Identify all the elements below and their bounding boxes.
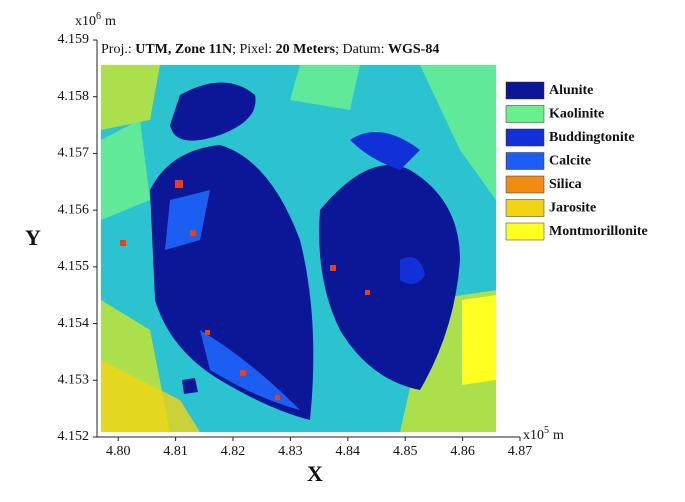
legend-swatch <box>505 175 545 194</box>
y-tick-label: 4.159 <box>58 32 90 47</box>
legend-swatch <box>505 128 545 147</box>
legend-label: Buddingtonite <box>549 130 635 145</box>
legend-swatch <box>505 105 545 123</box>
legend-swatch <box>505 81 545 100</box>
y-tick-label: 4.158 <box>58 89 90 104</box>
multiplier-base: x10 <box>75 14 96 29</box>
multiplier-unit: m <box>105 14 116 29</box>
y-tick-label: 4.157 <box>58 146 90 161</box>
multiplier-exp: 6 <box>96 11 101 22</box>
multiplier-exp: 5 <box>544 425 549 436</box>
legend-label: Calcite <box>549 154 591 169</box>
subtitle-part: ; Pixel: <box>232 42 276 57</box>
map-raster <box>101 65 496 432</box>
y-tick-label: 4.153 <box>58 373 90 388</box>
y-multiplier: x106 m <box>75 11 116 29</box>
legend-swatch <box>505 199 545 217</box>
subtitle-part: 20 Meters <box>276 42 336 57</box>
legend-label: Jarosite <box>549 201 596 216</box>
multiplier-base: x10 <box>523 428 544 443</box>
y-tick-label: 4.152 <box>58 429 90 444</box>
x-tick-label: 4.80 <box>106 444 131 459</box>
x-tick-label: 4.86 <box>450 444 475 459</box>
multiplier-unit: m <box>553 428 564 443</box>
y-tick-label: 4.154 <box>58 316 90 331</box>
subtitle-part: Proj.: <box>101 42 135 57</box>
legend-swatch <box>505 222 545 241</box>
subtitle-part: UTM, Zone 11N <box>135 42 232 57</box>
subtitle-part: ; Datum: <box>335 42 388 57</box>
legend-label: Kaolinite <box>549 107 604 122</box>
y-tick-label: 4.156 <box>58 202 90 217</box>
subtitle-part: WGS-84 <box>388 42 439 57</box>
x-axis-label: X <box>307 461 323 486</box>
y-tick-label: 4.155 <box>58 259 90 274</box>
x-tick-label: 4.82 <box>221 444 246 459</box>
x-tick-label: 4.84 <box>336 444 361 459</box>
legend-swatch <box>505 152 545 170</box>
y-axis-label: Y <box>25 225 41 250</box>
x-tick-label: 4.83 <box>278 444 303 459</box>
x-multiplier: x105 m <box>523 425 564 443</box>
x-tick-label: 4.85 <box>393 444 418 459</box>
subtitle: Proj.: UTM, Zone 11N; Pixel: 20 Meters; … <box>101 42 439 57</box>
legend-label: Silica <box>549 177 582 192</box>
legend-label: Montmorillonite <box>549 224 648 239</box>
legend-label: Alunite <box>549 83 593 98</box>
x-tick-label: 4.81 <box>163 444 188 459</box>
x-tick-label: 4.87 <box>508 444 533 459</box>
